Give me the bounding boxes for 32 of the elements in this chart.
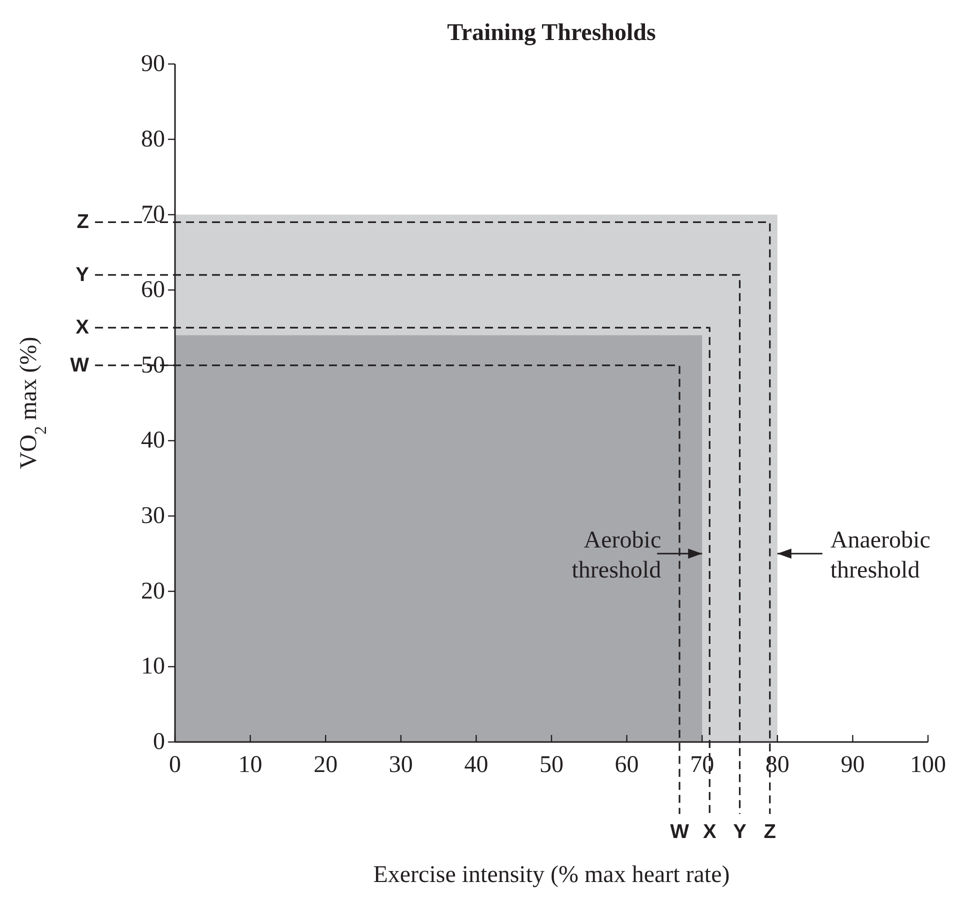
text: W — [670, 821, 689, 843]
annotation: Anaerobic threshold — [830, 528, 930, 584]
text: Y — [733, 821, 746, 843]
x-tick-label: 70 — [690, 752, 714, 778]
y-tick-label: 40 — [141, 428, 165, 454]
y-tick-label: 90 — [141, 51, 165, 77]
x-tick-label: 30 — [388, 752, 413, 778]
y-tick-label: 70 — [141, 202, 165, 228]
y-tick-label: 80 — [141, 126, 165, 152]
x-tick-label: 100 — [910, 752, 946, 778]
y-tick-label: 20 — [141, 578, 165, 604]
x-axis-title: Exercise intensity (% max heart rate) — [373, 862, 730, 888]
series-label: W — [70, 354, 90, 376]
y-tick-label: 60 — [141, 277, 165, 303]
x-tick-label: 40 — [464, 752, 488, 778]
series-label: X — [76, 316, 90, 339]
series-label: Y — [76, 264, 90, 286]
y-tick-label: 10 — [141, 654, 165, 680]
x-tick-label: 10 — [238, 752, 262, 778]
x-tick-label: 80 — [765, 752, 790, 778]
x-tick-label: 90 — [840, 752, 865, 778]
annotation: Aerobic threshold — [572, 528, 662, 584]
x-tick-label: 20 — [314, 752, 338, 778]
text: X — [702, 821, 716, 843]
x-tick-label: 60 — [614, 752, 639, 778]
y-tick-label: 0 — [153, 729, 165, 755]
text: Z — [764, 821, 776, 843]
chart-title: Training Thresholds — [447, 20, 656, 46]
y-tick-label: 30 — [141, 503, 165, 529]
x-tick-label: 0 — [169, 752, 181, 778]
series-label: Z — [76, 211, 89, 234]
x-tick-label: 50 — [540, 752, 564, 778]
